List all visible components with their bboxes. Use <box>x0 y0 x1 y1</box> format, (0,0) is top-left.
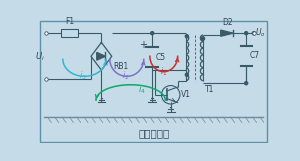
Polygon shape <box>221 30 233 36</box>
Circle shape <box>201 37 204 40</box>
Text: +: + <box>139 41 147 51</box>
Text: C5: C5 <box>156 52 166 62</box>
Circle shape <box>185 73 188 76</box>
Circle shape <box>151 32 154 35</box>
Text: $i_4$: $i_4$ <box>138 84 146 96</box>
Circle shape <box>185 35 188 38</box>
Text: D2: D2 <box>223 18 233 27</box>
Text: V1: V1 <box>181 90 191 99</box>
Text: F1: F1 <box>65 17 74 26</box>
Text: $i_3$: $i_3$ <box>79 69 87 82</box>
Text: $U_o$: $U_o$ <box>255 27 266 39</box>
Text: C7: C7 <box>250 51 260 60</box>
Circle shape <box>244 32 248 35</box>
Text: 机壳或大地: 机壳或大地 <box>138 128 169 138</box>
Polygon shape <box>97 52 105 60</box>
Text: $i_1$: $i_1$ <box>160 66 167 78</box>
Bar <box>61 29 78 37</box>
Text: $i_2$: $i_2$ <box>122 69 129 82</box>
Circle shape <box>202 37 205 40</box>
Circle shape <box>252 32 255 35</box>
Text: $U_i$: $U_i$ <box>35 50 44 62</box>
Text: T1: T1 <box>205 85 215 94</box>
Circle shape <box>244 82 248 85</box>
Text: RB1: RB1 <box>113 62 129 71</box>
